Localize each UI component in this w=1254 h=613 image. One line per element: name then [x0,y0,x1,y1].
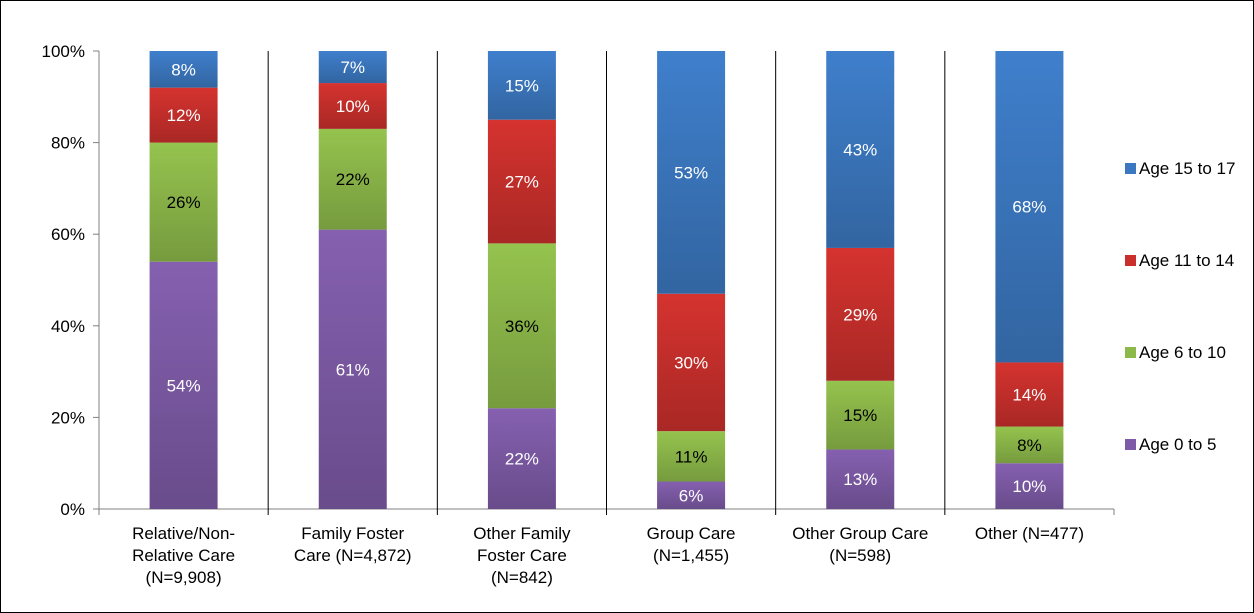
y-tick-label: 20% [51,408,85,427]
legend-swatch-age-11-to-14 [1125,255,1136,266]
data-label-age-0-to-5-cat-2: 61% [336,360,370,379]
data-label-age-15-to-17-cat-2: 7% [340,58,365,77]
legend-label-age-15-to-17: Age 15 to 17 [1139,159,1235,178]
bar-age-0-to-5-cat-3 [487,408,556,509]
data-labels-layer: 54% 26% 12% 8% 61% 22% 10% 7% 22% 36% 27% 15% 6% 11% 3… [167,58,1047,505]
data-label-age-11-to-14-cat-5: 29% [843,305,877,324]
bar-age-6-to-10-cat-6 [995,426,1064,464]
y-tick-label: 0% [60,500,85,519]
y-tick-label: 100% [42,42,85,61]
category-label-1: Relative/Non-Relative Care (N=9,908) [132,524,235,587]
legend-label-age-6-to-10: Age 6 to 10 [1139,343,1226,362]
bar-age-0-to-5-cat-6 [995,463,1064,509]
legend-swatch-age-15-to-17 [1125,163,1136,174]
category-label-5: Other Group Care (N=598) [792,524,928,565]
data-label-age-11-to-14-cat-4: 30% [674,353,708,372]
bar-age-6-to-10-cat-1 [149,142,218,262]
bar-age-11-to-14-cat-3 [487,119,556,244]
bars-layer [149,51,1064,509]
data-label-age-11-to-14-cat-1: 12% [167,106,201,125]
data-label-age-15-to-17-cat-1: 8% [171,60,196,79]
data-label-age-6-to-10-cat-6: 8% [1017,436,1042,455]
legend-label-age-0-to-5: Age 0 to 5 [1139,435,1217,454]
legend-swatch-age-6-to-10 [1125,347,1136,358]
legend-label-age-11-to-14: Age 11 to 14 [1139,251,1234,270]
bar-age-11-to-14-cat-6 [995,362,1064,427]
bar-age-15-to-17-cat-4 [657,51,726,294]
category-label-3: Other Family Foster Care (N=842) [473,524,571,587]
y-tick-label: 60% [51,225,85,244]
data-label-age-11-to-14-cat-2: 10% [336,97,370,116]
axis-layer: 0% 20% 40% 60% 80% 100% [42,42,1115,519]
data-label-age-0-to-5-cat-1: 54% [167,376,201,395]
y-tick-label: 80% [51,134,85,153]
bar-age-6-to-10-cat-3 [487,243,556,409]
bar-age-11-to-14-cat-4 [657,293,726,432]
bar-age-11-to-14-cat-1 [149,87,218,143]
data-label-age-6-to-10-cat-5: 15% [843,406,877,425]
bar-age-11-to-14-cat-2 [318,83,387,129]
y-tick-label: 40% [51,317,85,336]
data-label-age-0-to-5-cat-6: 10% [1012,477,1046,496]
bar-age-6-to-10-cat-5 [826,380,895,450]
legend-swatch-age-0-to-5 [1125,439,1136,450]
bar-age-11-to-14-cat-5 [826,247,895,381]
category-label-6: Other (N=477) [975,524,1084,543]
data-label-age-0-to-5-cat-5: 13% [843,470,877,489]
data-label-age-6-to-10-cat-4: 11% [675,447,708,466]
bar-age-0-to-5-cat-4 [657,481,726,509]
bar-age-0-to-5-cat-1 [149,261,218,509]
data-label-age-15-to-17-cat-4: 53% [674,163,708,182]
bar-age-6-to-10-cat-2 [318,128,387,230]
bar-age-0-to-5-cat-2 [318,229,387,509]
bar-age-6-to-10-cat-4 [657,431,726,482]
category-label-2: Family Foster Care (N=4,872) [294,524,412,565]
category-labels-layer: Relative/Non-Relative Care (N=9,908) Famil… [132,524,1084,587]
data-label-age-0-to-5-cat-4: 6% [679,486,704,505]
data-label-age-11-to-14-cat-3: 27% [505,173,539,192]
legend: Age 15 to 17 Age 11 to 14 Age 6 to 10 Age 0… [1125,159,1235,454]
data-label-age-15-to-17-cat-6: 68% [1012,198,1046,217]
data-label-age-11-to-14-cat-6: 14% [1012,386,1046,405]
bar-age-0-to-5-cat-5 [826,449,895,509]
data-label-age-6-to-10-cat-1: 26% [167,193,201,212]
bar-age-15-to-17-cat-1 [149,51,218,88]
bar-age-15-to-17-cat-3 [487,51,556,120]
data-label-age-15-to-17-cat-3: 15% [505,76,539,95]
category-label-4: Group Care (N=1,455) [647,524,736,565]
bar-age-15-to-17-cat-6 [995,51,1064,363]
data-label-age-6-to-10-cat-2: 22% [336,170,370,189]
bar-age-15-to-17-cat-5 [826,51,895,248]
data-label-age-15-to-17-cat-5: 43% [843,140,877,159]
bar-age-15-to-17-cat-2 [318,51,387,84]
data-label-age-0-to-5-cat-3: 22% [505,450,539,469]
data-label-age-6-to-10-cat-3: 36% [505,317,539,336]
